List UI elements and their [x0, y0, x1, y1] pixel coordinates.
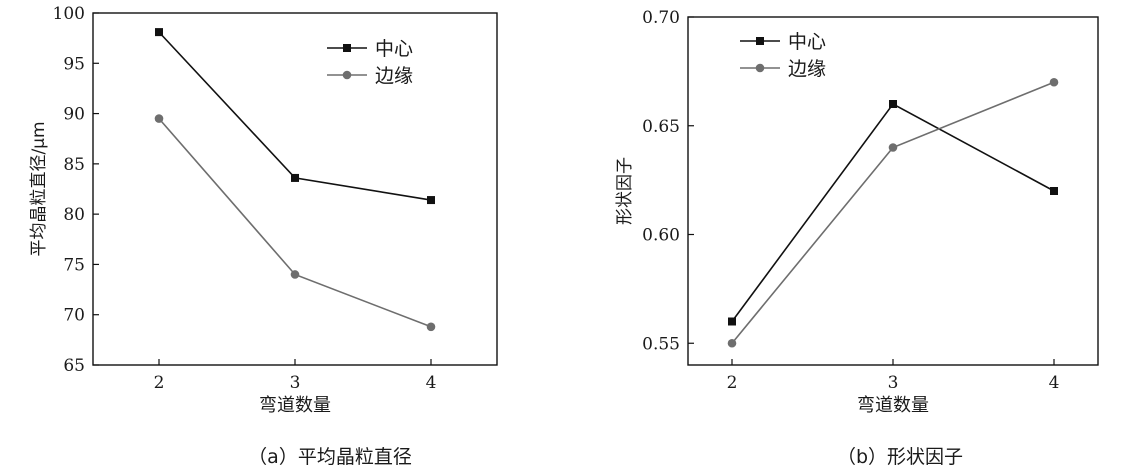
x-tick-label: 3	[290, 373, 301, 393]
series-line	[731, 81, 1055, 344]
y-axis-label: 平均晶粒直径/μm	[29, 121, 49, 256]
x-tick-label: 3	[888, 373, 899, 393]
series-line	[731, 102, 1055, 322]
x-axis-label: 弯道数量	[259, 395, 331, 416]
data-point	[888, 143, 898, 152]
x-tick-label: 4	[426, 373, 437, 393]
caption-b: （b）形状因子	[836, 446, 964, 468]
y-tick-label: 0.55	[642, 334, 680, 354]
plot-frame	[687, 16, 1099, 366]
data-point	[1049, 77, 1059, 87]
y-tick-label: 75	[63, 255, 85, 275]
data-point	[426, 322, 436, 332]
data-point	[290, 270, 300, 279]
y-tick-label: 95	[63, 54, 85, 74]
data-point	[155, 28, 163, 37]
data-point	[1050, 187, 1058, 195]
data-point	[427, 196, 435, 205]
x-tick-label: 2	[154, 373, 165, 393]
x-tick-label: 2	[727, 373, 738, 393]
y-tick-label: 0.70	[642, 8, 680, 28]
data-point	[154, 114, 164, 123]
series-line	[158, 118, 432, 328]
legend-label: 边缘	[788, 58, 826, 80]
y-tick-label: 90	[63, 105, 85, 125]
legend-label: 边缘	[375, 65, 413, 87]
y-tick-label: 0.60	[642, 226, 680, 246]
legend-label: 中心	[375, 38, 413, 60]
data-point	[727, 338, 737, 348]
y-tick-label: 65	[63, 356, 85, 376]
legend-label: 中心	[788, 31, 826, 53]
legend-marker	[756, 37, 764, 45]
y-tick-label: 80	[63, 205, 85, 225]
x-axis-label: 弯道数量	[857, 395, 929, 416]
legend-marker	[342, 70, 352, 80]
y-tick-label: 0.65	[642, 117, 680, 137]
caption-a: （a）平均晶粒直径	[248, 446, 412, 468]
y-tick-label: 100	[53, 4, 85, 24]
legend-marker	[343, 44, 351, 52]
data-point	[889, 100, 897, 108]
y-tick-label: 70	[63, 306, 85, 326]
y-axis-label: 形状因子	[615, 157, 635, 225]
legend-marker	[755, 63, 765, 73]
data-point	[291, 173, 299, 182]
data-point	[728, 317, 736, 326]
y-tick-label: 85	[63, 155, 85, 175]
x-tick-label: 4	[1049, 373, 1060, 393]
plot-frame	[92, 12, 498, 366]
